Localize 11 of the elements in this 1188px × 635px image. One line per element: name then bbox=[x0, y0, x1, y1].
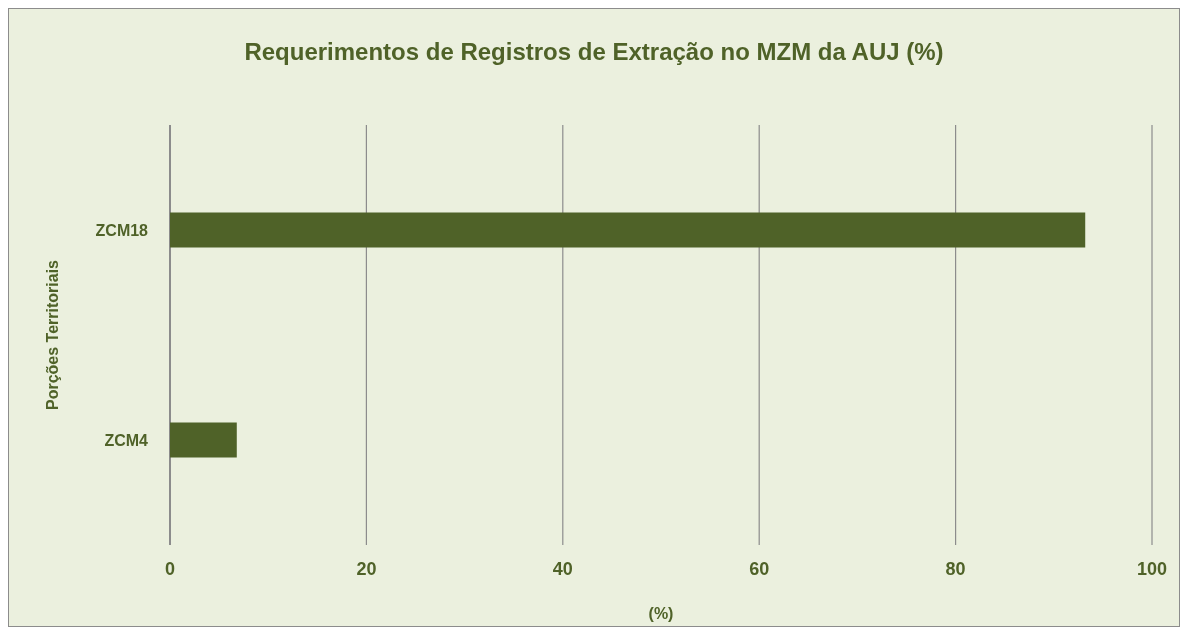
y-tick-label: ZCM4 bbox=[104, 431, 149, 449]
x-tick-label: 100 bbox=[1136, 559, 1168, 579]
x-tick-label: 80 bbox=[945, 559, 966, 579]
x-tick-label: 60 bbox=[749, 559, 770, 579]
x-tick-label: 40 bbox=[552, 559, 573, 579]
x-tick-label: 20 bbox=[356, 559, 377, 579]
chart-title: Requerimentos de Registros de Extração no MZM da AUJ (%) bbox=[244, 38, 944, 65]
x-axis-title: (%) bbox=[648, 605, 674, 622]
y-axis-title: Porções Territoriais bbox=[44, 259, 61, 410]
x-tick-label: 0 bbox=[164, 559, 176, 579]
y-tick-label: ZCM18 bbox=[95, 221, 149, 239]
